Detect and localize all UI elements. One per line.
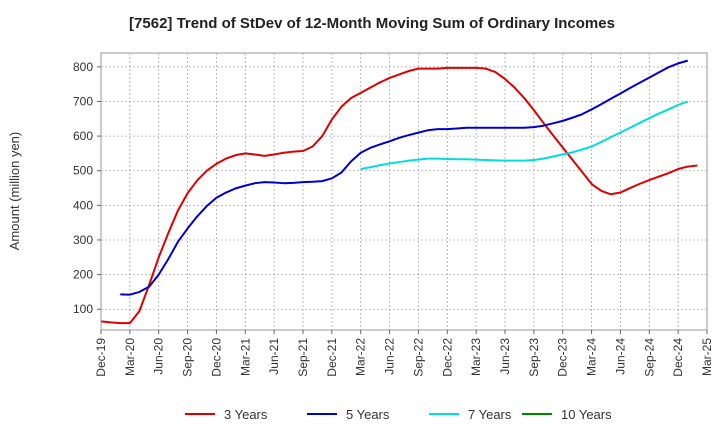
x-tick-label: Mar-25 [700, 338, 714, 376]
x-tick-label: Dec-20 [209, 338, 223, 377]
legend: 3 Years 5 Years 7 Years 10 Years [185, 407, 612, 422]
y-tick-label: 100 [73, 302, 93, 316]
y-tick-label: 800 [73, 60, 93, 74]
x-tick-label: Jun-22 [383, 338, 397, 375]
y-axis-label: Amount (million yen) [7, 132, 22, 251]
x-tick-label: Dec-24 [671, 338, 685, 377]
plot-frame [100, 52, 708, 331]
legend-label-7-years: 7 Years [468, 407, 512, 422]
x-tick-label: Sep-24 [642, 338, 656, 377]
y-ticks: 100 200 300 400 500 600 700 800 [73, 60, 101, 316]
x-tick-label: Dec-21 [325, 338, 339, 377]
series-line-7-years [360, 100, 689, 170]
x-tick-label: Dec-22 [440, 338, 454, 377]
x-ticks: Dec-19 Mar-20 Jun-20 Sep-20 Dec-20 Mar-21 Jun-… [94, 330, 714, 377]
chart-title: [7562] Trend of StDev of 12-Month Moving… [129, 15, 615, 32]
grid [101, 53, 707, 330]
x-tick-label: Sep-23 [527, 338, 541, 377]
x-tick-label: Mar-20 [123, 338, 137, 376]
x-tick-label: Mar-21 [238, 338, 252, 376]
y-tick-label: 400 [73, 198, 93, 212]
series-line-3-years [100, 66, 698, 325]
x-tick-label: Sep-20 [181, 338, 195, 377]
y-tick-label: 600 [73, 129, 93, 143]
legend-label-10-years: 10 Years [561, 407, 612, 422]
legend-label-3-years: 3 Years [224, 407, 268, 422]
y-tick-label: 200 [73, 268, 93, 282]
series-line-5-years [120, 59, 689, 296]
y-tick-label: 500 [73, 164, 93, 178]
x-tick-label: Mar-22 [354, 338, 368, 376]
x-tick-label: Sep-21 [296, 338, 310, 377]
x-tick-label: Jun-23 [498, 338, 512, 375]
x-tick-label: Dec-23 [556, 338, 570, 377]
x-tick-label: Dec-19 [94, 338, 108, 377]
x-tick-label: Jun-21 [267, 338, 281, 375]
x-tick-label: Mar-24 [585, 338, 599, 376]
legend-label-5-years: 5 Years [346, 407, 390, 422]
x-tick-label: Mar-23 [469, 338, 483, 376]
series-layer [100, 59, 698, 325]
x-tick-label: Jun-24 [613, 338, 627, 375]
x-tick-label: Jun-20 [152, 338, 166, 375]
y-tick-label: 700 [73, 94, 93, 108]
x-tick-label: Sep-22 [411, 338, 425, 377]
y-tick-label: 300 [73, 233, 93, 247]
